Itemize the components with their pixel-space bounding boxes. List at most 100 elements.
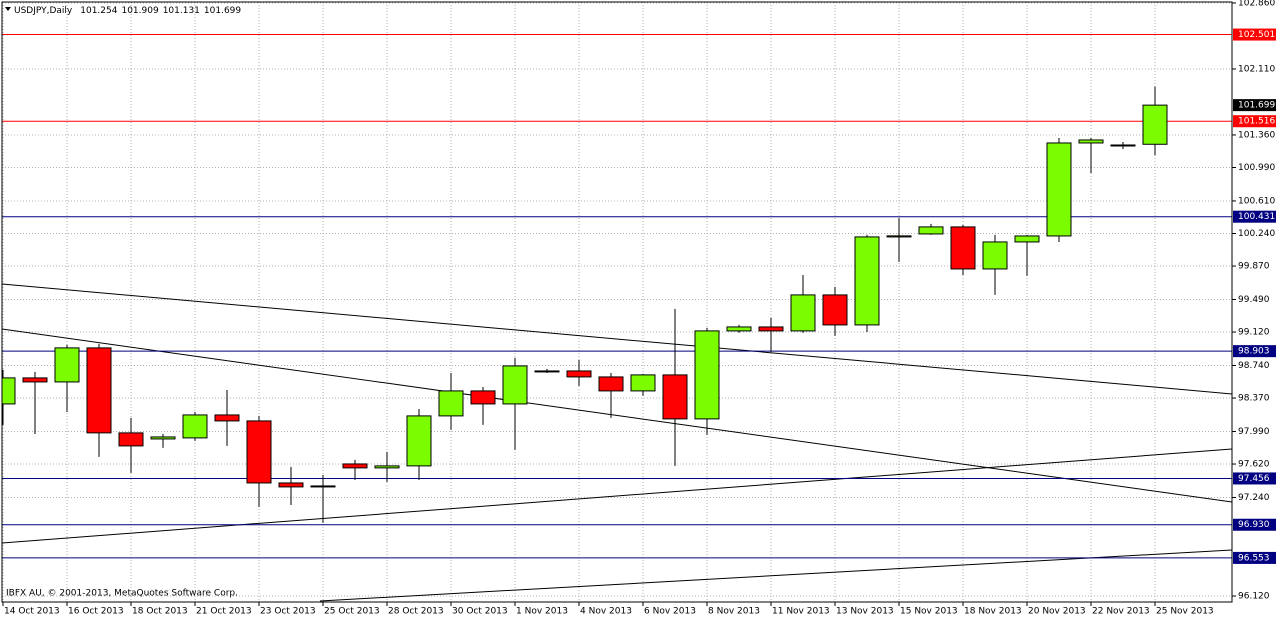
- low-value: 101.131: [163, 6, 200, 16]
- candle-body: [662, 374, 688, 420]
- trend-line: [2, 283, 1232, 395]
- candle-body: [118, 432, 144, 447]
- x-tick-label: 16 Oct 2013: [68, 607, 124, 617]
- candles: [2, 86, 1168, 523]
- plot-border: [1, 1, 1233, 603]
- candle-body: [758, 326, 784, 332]
- footer: IBFX AU, © 2001-2013, MetaQuotes Softwar…: [6, 589, 238, 599]
- candle-body: [2, 377, 16, 405]
- candle-body: [630, 374, 656, 392]
- x-tick-label: 25 Nov 2013: [1156, 607, 1214, 617]
- candle-body: [246, 420, 272, 484]
- menu-arrow[interactable]: [5, 7, 11, 11]
- candle-body: [182, 414, 208, 439]
- candle-body: [1046, 142, 1072, 237]
- y-tick-label: 102.860: [1238, 0, 1275, 8]
- candle-body: [278, 482, 304, 488]
- candle-body: [1142, 104, 1168, 145]
- y-tick-label: 100.610: [1238, 196, 1275, 206]
- candle-body: [502, 365, 528, 405]
- candle-body: [982, 241, 1008, 270]
- level-label: 100.431: [1238, 212, 1275, 222]
- candle-body: [214, 414, 240, 422]
- candle-body: [54, 347, 80, 383]
- level-label-bg: [1233, 472, 1276, 485]
- trend-lines: [2, 283, 1232, 602]
- x-tick-label: 14 Oct 2013: [4, 607, 60, 617]
- candle-body: [406, 415, 432, 467]
- level-label: 97.456: [1238, 474, 1270, 484]
- y-tick-label: 98.740: [1238, 361, 1270, 371]
- levels: 102.501 101.516 100.431 98.903 97.456 96.930 9…: [2, 28, 1276, 564]
- candle-body: [438, 390, 464, 417]
- close-value: 101.699: [204, 6, 241, 16]
- x-tick-label: 15 Nov 2013: [900, 607, 958, 617]
- level-label-bg: [1233, 345, 1276, 358]
- price-label-bg: [1233, 99, 1276, 112]
- candle-body: [854, 236, 880, 326]
- candle-body: [470, 390, 496, 405]
- candle-body: [822, 294, 848, 326]
- chart-title: USDJPY,Daily: [14, 6, 73, 16]
- candle-body: [1078, 139, 1104, 144]
- x-tick-label: 11 Nov 2013: [772, 607, 830, 617]
- candle-body: [150, 436, 176, 440]
- candle-body: [534, 370, 560, 373]
- candle-body: [22, 377, 48, 383]
- x-tick-label: 23 Oct 2013: [260, 607, 316, 617]
- x-tick-label: 30 Oct 2013: [452, 607, 508, 617]
- x-tick-label: 22 Nov 2013: [1092, 607, 1150, 617]
- candle-body: [918, 226, 944, 235]
- grid: [2, 2, 1232, 602]
- y-tick-label: 100.990: [1238, 163, 1275, 173]
- candle-body: [374, 465, 400, 469]
- x-tick-label: 4 Nov 2013: [580, 607, 632, 617]
- level-label: 102.501: [1238, 30, 1275, 40]
- x-tick-label: 13 Nov 2013: [836, 607, 894, 617]
- y-tick-label: 97.620: [1238, 460, 1270, 470]
- candle-body: [790, 294, 816, 332]
- x-tick-label: 25 Oct 2013: [324, 607, 380, 617]
- y-tick-label: 98.370: [1238, 394, 1270, 404]
- y-tick-label: 101.360: [1238, 130, 1275, 140]
- high-value: 101.909: [121, 6, 158, 16]
- trend-line: [2, 328, 1232, 503]
- trend-line: [319, 549, 1232, 602]
- candle-body: [886, 235, 912, 238]
- x-tick-label: 21 Oct 2013: [196, 607, 252, 617]
- candle-body: [310, 485, 336, 488]
- y-tick-label: 99.490: [1238, 295, 1270, 305]
- y-tick-label: 99.870: [1238, 262, 1270, 272]
- y-tick-label: 97.240: [1238, 493, 1270, 503]
- level-label-bg: [1233, 28, 1276, 41]
- level-label-bg: [1233, 551, 1276, 564]
- open-value: 101.254: [80, 6, 117, 16]
- level-label: 96.930: [1238, 520, 1270, 530]
- x-tick-label: 8 Nov 2013: [708, 607, 760, 617]
- level-label: 96.553: [1238, 553, 1270, 563]
- candle-body: [598, 376, 624, 392]
- chart-header: USDJPY,Daily 101.254 101.909 101.131 101.699: [14, 6, 241, 16]
- level-label-bg: [1233, 210, 1276, 223]
- candle-body: [1110, 144, 1136, 147]
- y-tick-label: 102.110: [1238, 64, 1275, 74]
- candle-body: [342, 463, 368, 469]
- candle-body: [86, 347, 112, 434]
- level-label-bg: [1233, 518, 1276, 531]
- y-tick-label: 100.240: [1238, 229, 1275, 239]
- candle-body: [950, 226, 976, 270]
- trend-line: [2, 448, 1232, 544]
- y-tick-label: 96.120: [1238, 592, 1270, 602]
- x-tick-label: 6 Nov 2013: [644, 607, 696, 617]
- level-label: 101.516: [1238, 117, 1275, 127]
- x-tick-label: 18 Oct 2013: [132, 607, 188, 617]
- level-label-bg: [1233, 115, 1276, 128]
- x-tick-label: 1 Nov 2013: [516, 607, 568, 617]
- x-tick-label: 20 Nov 2013: [1028, 607, 1086, 617]
- level-label: 98.903: [1238, 347, 1270, 357]
- price-label: 101.699: [1238, 101, 1275, 111]
- candle-body: [1014, 235, 1040, 243]
